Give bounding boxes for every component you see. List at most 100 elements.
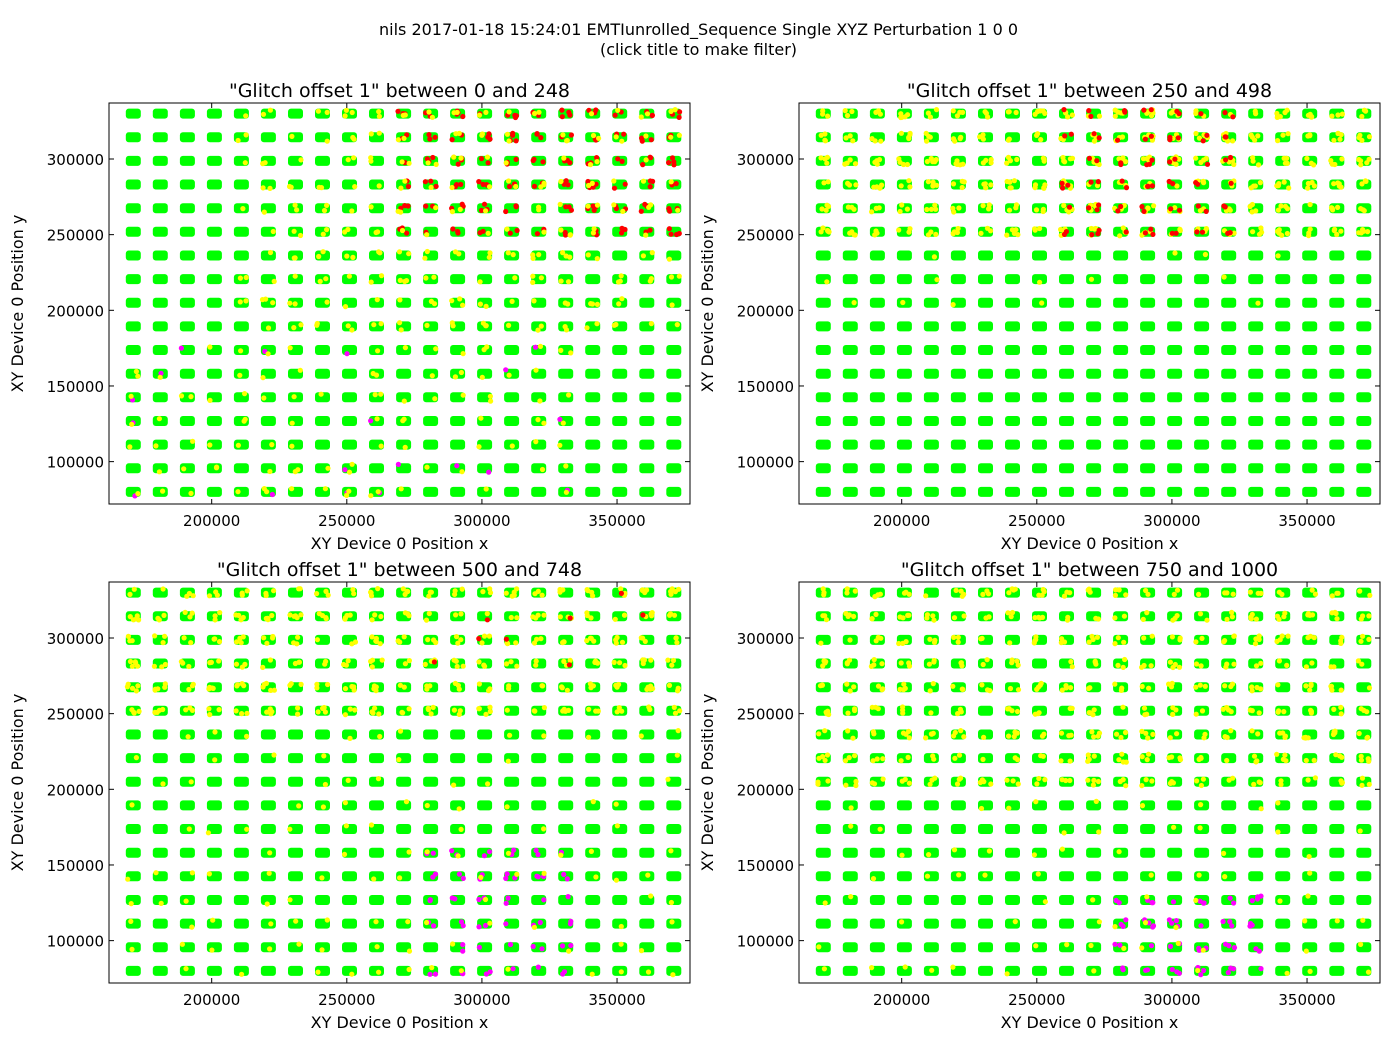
cluster-pass <box>206 895 222 905</box>
point-warning <box>1199 708 1206 714</box>
y-tick-label: 200000 <box>737 302 794 320</box>
panel-title: "Glitch offset 1" between 500 and 748 <box>217 559 582 581</box>
point-warning <box>1114 731 1120 737</box>
point-warning <box>1120 704 1126 710</box>
point-warning <box>342 113 348 119</box>
point-warning <box>210 685 216 692</box>
point-warning <box>1282 734 1288 741</box>
point-warning <box>533 658 539 664</box>
point-warning <box>950 231 956 237</box>
point-warning <box>1112 113 1118 119</box>
point-warning <box>1303 683 1309 689</box>
point-warning <box>931 659 937 665</box>
point-warning <box>846 755 852 761</box>
cluster-pass <box>842 965 858 976</box>
point-warning <box>1203 226 1209 232</box>
point-warning <box>559 685 565 691</box>
point-warning <box>296 803 302 809</box>
cluster-pass <box>1005 824 1020 834</box>
point-other <box>568 942 574 949</box>
point-warning <box>1033 799 1039 805</box>
point-other <box>1249 898 1255 904</box>
point-warning <box>1359 137 1365 143</box>
point-warning <box>398 327 404 333</box>
cluster-pass <box>1086 942 1102 953</box>
cluster-pass <box>1194 297 1210 308</box>
point-other <box>460 923 466 929</box>
point-warning <box>1059 636 1065 642</box>
point-warning <box>375 489 381 495</box>
cluster-pass <box>125 250 141 261</box>
point-warning <box>1281 179 1287 185</box>
point-warning <box>127 591 133 598</box>
point-warning <box>1256 633 1262 639</box>
point-other <box>178 345 184 351</box>
cluster-pass <box>585 392 601 403</box>
point-warning <box>1042 899 1048 905</box>
point-warning <box>900 161 907 168</box>
point-warning <box>134 663 141 669</box>
point-glitch <box>1227 154 1234 161</box>
cluster-pass <box>206 226 222 237</box>
cluster-pass <box>978 439 993 450</box>
point-other <box>269 491 275 498</box>
cluster-pass <box>179 179 195 190</box>
point-warning <box>1144 156 1150 162</box>
point-warning <box>398 486 404 492</box>
cluster-pass <box>1005 368 1020 379</box>
point-warning <box>926 852 932 858</box>
point-warning <box>823 617 830 623</box>
point-warning <box>427 589 433 595</box>
cluster-pass <box>1248 486 1264 497</box>
point-warning <box>1007 179 1013 185</box>
cluster-pass <box>666 486 682 497</box>
cluster-pass <box>1275 392 1291 403</box>
point-warning <box>615 107 621 113</box>
cluster-pass <box>1248 392 1264 403</box>
cluster-pass <box>1140 416 1156 426</box>
point-warning <box>1006 590 1012 596</box>
point-warning <box>564 137 570 144</box>
point-glitch <box>507 230 513 236</box>
cluster-pass <box>639 847 655 858</box>
point-warning <box>1198 782 1204 789</box>
cluster-pass <box>585 895 601 905</box>
point-warning <box>234 639 240 645</box>
point-warning <box>1275 138 1281 144</box>
point-warning <box>291 255 297 261</box>
point-warning <box>1282 610 1288 616</box>
cluster-pass <box>1221 297 1237 308</box>
point-other <box>1117 942 1123 948</box>
figure-title[interactable]: nils 2017-01-18 15:24:01 EMTIunrolled_Se… <box>0 20 1397 60</box>
point-warning <box>1139 754 1145 760</box>
point-other <box>1258 966 1264 972</box>
point-warning <box>458 611 464 617</box>
point-warning <box>958 728 964 734</box>
point-warning <box>585 203 591 209</box>
point-glitch <box>1096 135 1102 141</box>
point-warning <box>317 278 323 284</box>
cluster-pass <box>585 942 601 953</box>
point-warning <box>238 617 244 623</box>
point-warning <box>401 634 407 640</box>
point-warning <box>259 297 266 303</box>
cluster-pass <box>152 800 168 811</box>
cluster-pass <box>288 108 303 119</box>
point-warning <box>1095 616 1101 622</box>
cluster-pass <box>950 392 966 403</box>
point-warning <box>397 320 403 326</box>
cluster-pass <box>179 800 195 811</box>
point-warning <box>213 589 219 595</box>
cluster-pass <box>179 753 195 764</box>
point-warning <box>289 133 295 139</box>
point-warning <box>980 591 986 598</box>
point-warning <box>561 155 567 161</box>
point-warning <box>1274 110 1280 117</box>
point-warning <box>904 206 911 212</box>
axes-frame <box>798 102 1381 505</box>
point-glitch <box>619 158 625 164</box>
cluster-pass <box>950 918 966 929</box>
point-warning <box>590 799 596 805</box>
cluster-pass <box>1167 486 1183 497</box>
x-tick-label: 200000 <box>183 991 240 1009</box>
